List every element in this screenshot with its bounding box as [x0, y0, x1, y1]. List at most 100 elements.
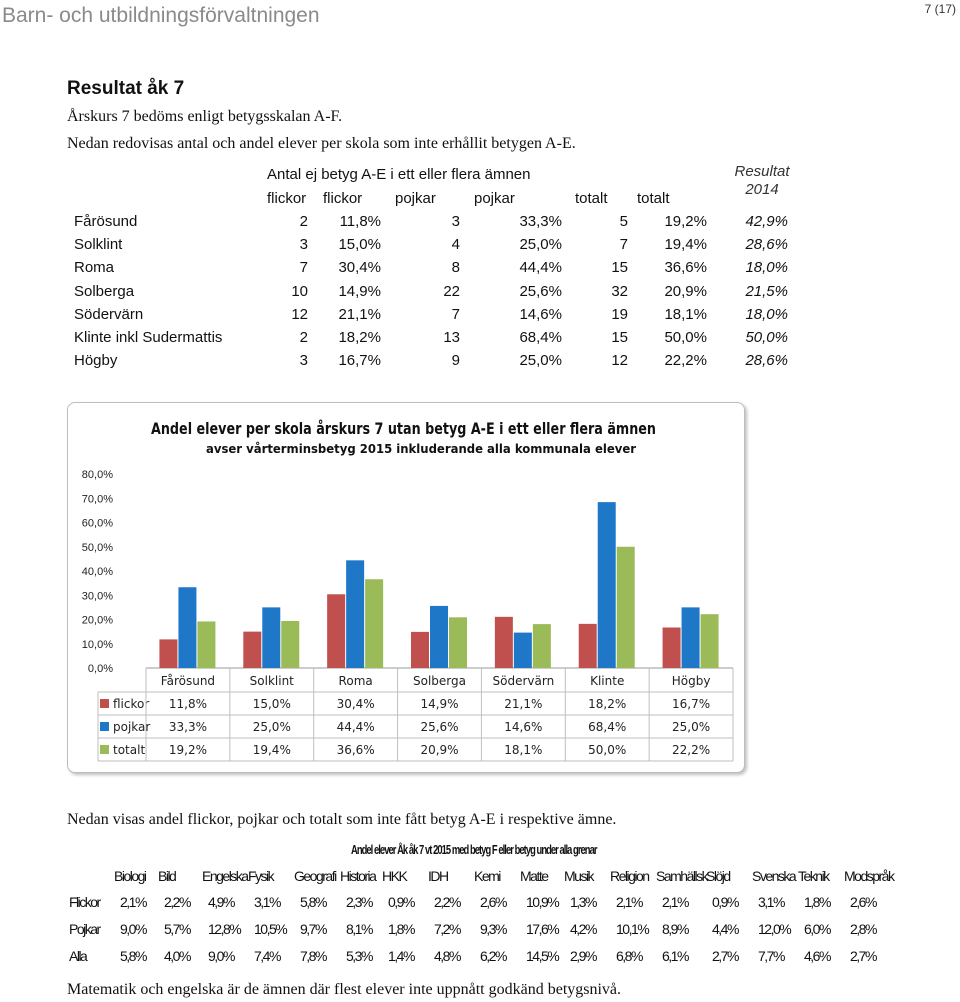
result-2014-cell: 28,6%: [745, 236, 788, 253]
subject-table: Andel elever Åk åk 7 vt 2015 med betyg F…: [66, 834, 898, 974]
subject-cell: 7,4%: [254, 948, 281, 964]
subject-header: Religion: [610, 868, 650, 884]
data-label: 14,9%: [420, 697, 458, 711]
subject-cell: 7,2%: [434, 921, 461, 937]
table-cell: 15: [611, 329, 628, 346]
subject-row-label: Flickor: [69, 894, 101, 910]
column-header-flickor-share: flickor: [323, 190, 363, 207]
bar-pojkar-roma: [346, 560, 365, 668]
subject-cell: 9,0%: [208, 948, 235, 964]
subject-cell: 5,8%: [120, 948, 147, 964]
subject-cell: 0,9%: [712, 894, 739, 910]
subject-header: Teknik: [798, 868, 830, 884]
table-cell: 68,4%: [519, 329, 562, 346]
subject-cell: 14,5%: [526, 948, 560, 964]
table-cell: 18,1%: [664, 306, 707, 323]
data-label: 15,0%: [253, 697, 291, 711]
school-name: Roma: [74, 259, 115, 276]
table-cell: 3: [451, 213, 460, 230]
table-cell: 12: [291, 306, 308, 323]
subject-cell: 2,2%: [164, 894, 191, 910]
subject-cell: 1,3%: [570, 894, 597, 910]
subject-cell: 1,8%: [388, 921, 415, 937]
subject-row-label: Alla: [69, 948, 88, 964]
table-cell: 13: [443, 329, 460, 346]
subject-header: Engelska: [202, 868, 249, 884]
subject-header: Fysik: [248, 868, 275, 884]
data-label: 25,6%: [420, 720, 458, 734]
result-header-line-2: 2014: [745, 181, 779, 198]
table-row: Roma 7 30,4% 8 44,4% 15 36,6% 18,0%: [74, 259, 794, 282]
table-cell: 4: [451, 236, 460, 253]
bar-chart-svg: Andel elever per skola årskurs 7 utan be…: [82, 419, 734, 762]
table-cell: 5: [619, 213, 628, 230]
category-label: Klinte: [590, 674, 624, 688]
subject-table-title: Andel elever Åk åk 7 vt 2015 med betyg F…: [351, 842, 598, 857]
subject-cell: 2,9%: [570, 948, 597, 964]
intro-line-1: Årskurs 7 bedöms enligt betygsskalan A-F…: [67, 108, 343, 125]
subject-cell: 4,4%: [712, 921, 739, 937]
data-label: 18,1%: [504, 743, 542, 757]
data-label: 44,4%: [337, 720, 375, 734]
y-tick-label: 0,0%: [88, 663, 113, 675]
table-cell: 30,4%: [338, 259, 381, 276]
subject-cell: 1,4%: [388, 948, 415, 964]
subject-cell: 2,6%: [480, 894, 507, 910]
subject-header: Bild: [158, 868, 177, 884]
result-2014-cell: 18,0%: [745, 306, 788, 323]
table-row: Solklint 3 15,0% 4 25,0% 7 19,4% 28,6%: [74, 236, 794, 259]
table-cell: 8: [451, 259, 460, 276]
column-header-flickor-count: flickor: [267, 190, 307, 207]
school-name: Högby: [74, 352, 118, 369]
subject-cell: 4,2%: [570, 921, 597, 937]
data-label: 25,0%: [672, 720, 710, 734]
table-cell: 7: [451, 306, 460, 323]
subject-header: IDH: [428, 868, 449, 884]
y-tick-label: 70,0%: [82, 493, 113, 505]
subject-header: Modspråk: [844, 868, 895, 884]
subject-cell: 9,3%: [480, 921, 507, 937]
data-label: 25,0%: [253, 720, 291, 734]
category-label: Fårösund: [161, 674, 215, 688]
table-cell: 14,9%: [338, 283, 381, 300]
category-label: Solberga: [413, 674, 466, 688]
y-tick-label: 20,0%: [82, 615, 113, 627]
subject-cell: 2,1%: [662, 894, 689, 910]
subject-cell: 9,7%: [300, 921, 327, 937]
bar-pojkar-högby: [681, 607, 700, 668]
bar-flickor-roma: [327, 594, 346, 668]
table-cell: 10: [291, 283, 308, 300]
table-cell: 22: [443, 283, 460, 300]
subject-header: Svenska: [752, 868, 797, 884]
document-header-title: Barn- och utbildningsförvaltningen: [2, 4, 320, 27]
subject-cell: 10,1%: [616, 921, 650, 937]
page-number: 7 (17): [924, 2, 956, 16]
bar-flickor-fårösund: [159, 639, 178, 668]
column-header-totalt-share: totalt: [637, 190, 670, 207]
subject-cell: 6,2%: [480, 948, 507, 964]
data-label: 30,4%: [337, 697, 375, 711]
legend-swatch-pojkar: [100, 722, 109, 731]
subject-cell: 17,6%: [526, 921, 560, 937]
table-cell: 20,9%: [664, 283, 707, 300]
table-cell: 7: [619, 236, 628, 253]
school-name: Södervärn: [74, 306, 144, 323]
bar-totalt-solklint: [281, 620, 300, 668]
y-tick-label: 40,0%: [82, 566, 113, 578]
subject-cell: 2,8%: [850, 921, 877, 937]
category-label: Högby: [672, 674, 711, 688]
bar-chart: Andel elever per skola årskurs 7 utan be…: [67, 402, 745, 773]
subject-cell: 2,6%: [850, 894, 877, 910]
table-cell: 9: [451, 352, 460, 369]
table-cell: 2: [299, 213, 308, 230]
result-2014-cell: 42,9%: [745, 213, 788, 230]
y-tick-label: 30,0%: [82, 590, 113, 602]
table-cell: 22,2%: [664, 352, 707, 369]
legend-label-totalt: totalt: [113, 743, 145, 757]
subject-cell: 5,7%: [164, 921, 191, 937]
bar-pojkar-solklint: [262, 607, 281, 668]
data-label: 19,4%: [253, 743, 291, 757]
table-cell: 44,4%: [519, 259, 562, 276]
bar-totalt-södervärn: [532, 624, 551, 668]
table-row: Solberga 10 14,9% 22 25,6% 32 20,9% 21,5%: [74, 283, 794, 306]
